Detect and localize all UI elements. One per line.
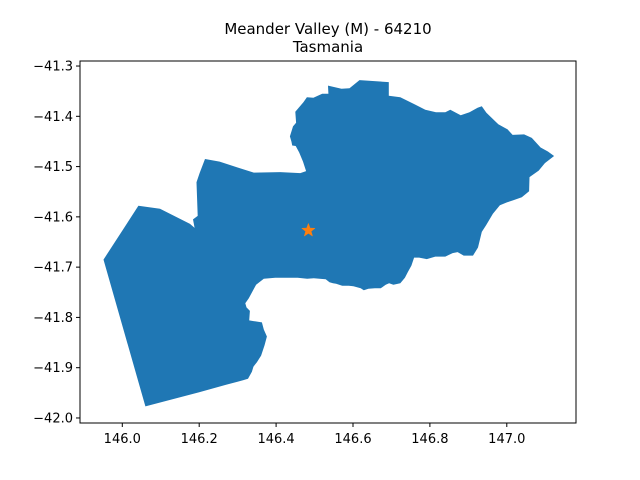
region-shape bbox=[103, 80, 555, 407]
x-tick-label: 146.2 bbox=[181, 432, 218, 447]
x-tick-label: 146.0 bbox=[104, 432, 141, 447]
x-tick-label: 146.4 bbox=[257, 432, 294, 447]
y-tick-label: −42.0 bbox=[33, 411, 73, 426]
x-tick-label: 146.6 bbox=[334, 432, 371, 447]
x-axis: 146.0 146.2 146.4 146.6 146.8 147.0 bbox=[104, 423, 525, 447]
y-tick-label: −41.4 bbox=[33, 110, 73, 125]
y-tick-label: −41.7 bbox=[33, 261, 73, 276]
x-tick-label: 146.8 bbox=[411, 432, 448, 447]
x-tick-label: 147.0 bbox=[488, 432, 525, 447]
chart-title-line-2: Tasmania bbox=[292, 38, 363, 56]
y-axis: −41.3 −41.4 −41.5 −41.6 −41.7 −41.8 −41.9 −42.0 bbox=[33, 60, 80, 426]
y-tick-label: −41.8 bbox=[33, 311, 73, 326]
y-tick-label: −41.6 bbox=[33, 210, 73, 225]
y-tick-label: −41.3 bbox=[33, 60, 73, 75]
plot-frame bbox=[79, 60, 577, 424]
plot-area bbox=[103, 80, 555, 407]
chart-title-line-1: Meander Valley (M) - 64210 bbox=[224, 20, 431, 38]
y-tick-label: −41.9 bbox=[33, 361, 73, 376]
location-star-marker bbox=[301, 222, 316, 237]
y-tick-label: −41.5 bbox=[33, 160, 73, 175]
